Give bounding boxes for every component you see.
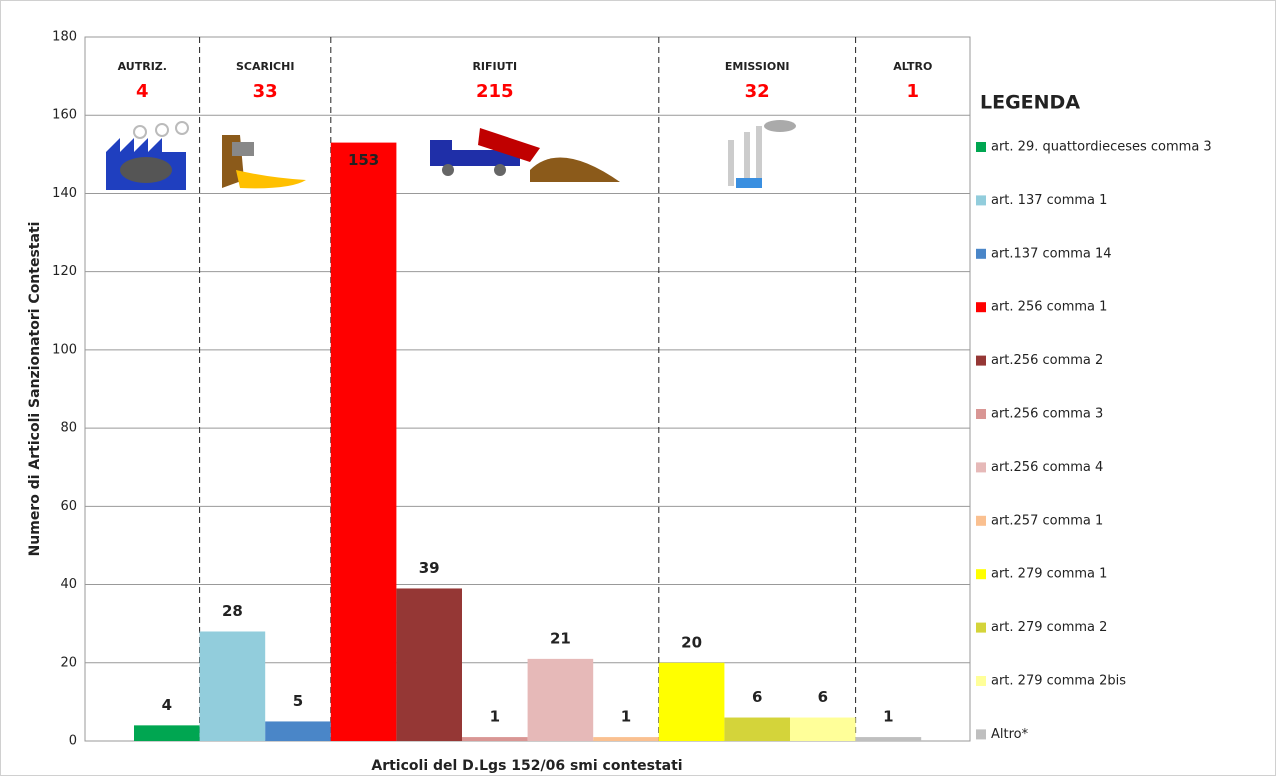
value-label: 153: [348, 151, 379, 169]
y-tick-label: 60: [60, 499, 77, 514]
legend-swatch: [976, 676, 986, 686]
bar: [593, 737, 659, 741]
bar: [199, 631, 266, 741]
group-total: 4: [136, 81, 149, 102]
value-label: 20: [681, 633, 702, 651]
legend-swatch: [976, 622, 986, 633]
group-total: 32: [745, 81, 770, 102]
group-label: EMISSIONI: [725, 60, 790, 73]
legend-label: art. 279 comma 1: [991, 567, 1107, 582]
value-label: 1: [883, 708, 893, 726]
bar: [330, 142, 397, 742]
y-tick-label: 100: [52, 342, 77, 357]
group-total: 33: [253, 81, 278, 102]
legend-swatch: [976, 355, 986, 366]
bar: [396, 588, 462, 741]
y-tick-label: 160: [52, 108, 77, 123]
bar: [527, 658, 594, 741]
y-tick-label: 180: [52, 30, 77, 45]
legend-label: art.256 comma 3: [991, 407, 1103, 422]
value-label: 6: [752, 688, 762, 706]
bar: [658, 662, 725, 741]
group-total: 215: [476, 81, 514, 102]
value-label: 5: [293, 692, 303, 710]
icon-chimney: [728, 120, 796, 188]
value-label: 6: [818, 688, 828, 706]
legend-label: Altro*: [991, 727, 1029, 742]
group-label: SCARICHI: [236, 60, 294, 73]
bar: [134, 725, 200, 741]
value-label: 1: [621, 708, 631, 726]
group-label: RIFIUTI: [472, 60, 517, 73]
legend-label: art. 279 comma 2: [991, 620, 1107, 635]
legend-label: art.256 comma 2: [991, 353, 1103, 368]
value-label: 21: [550, 629, 571, 647]
legend-label: art. 29. quattordieceses comma 3: [991, 140, 1212, 155]
y-tick-label: 40: [60, 577, 77, 592]
legend-swatch: [976, 569, 986, 580]
legend-swatch: [976, 195, 986, 206]
bar: [265, 721, 331, 741]
group-label: ALTRO: [893, 60, 932, 73]
legend-swatch: [976, 248, 986, 259]
legend-label: art.137 comma 14: [991, 246, 1112, 261]
legend-swatch: [976, 302, 986, 313]
group-label: AUTRIZ.: [118, 60, 167, 73]
icon-truck: [430, 128, 620, 182]
value-label: 28: [222, 602, 243, 620]
icon-discharge: [222, 135, 306, 189]
legend-title: LEGENDA: [980, 92, 1080, 114]
y-tick-label: 20: [60, 655, 77, 670]
y-tick-label: 0: [69, 734, 77, 749]
y-axis-title: Numero di Articoli Sanzionatori Contesta…: [27, 222, 43, 557]
bar: [790, 717, 856, 741]
legend-swatch: [976, 462, 986, 473]
legend-label: art. 279 comma 2bis: [991, 674, 1126, 689]
bar: [462, 737, 528, 741]
legend-swatch: [976, 409, 986, 419]
legend-swatch: [976, 142, 986, 152]
legend-label: art. 137 comma 1: [991, 193, 1107, 208]
group-total: 1: [907, 81, 920, 102]
y-tick-label: 120: [52, 264, 77, 279]
bar: [855, 737, 922, 741]
legend-label: art.257 comma 1: [991, 513, 1103, 528]
legend-swatch: [976, 515, 986, 526]
value-label: 4: [162, 696, 172, 714]
legend-swatch: [976, 729, 986, 740]
x-axis-title: Articoli del D.Lgs 152/06 smi contestati: [371, 758, 682, 774]
legend-label: art.256 comma 4: [991, 460, 1103, 475]
legend-label: art. 256 comma 1: [991, 300, 1107, 315]
bar: [724, 717, 790, 741]
icon-factory: [106, 121, 189, 190]
y-tick-label: 80: [60, 421, 77, 436]
value-label: 1: [490, 708, 500, 726]
value-label: 39: [419, 559, 440, 577]
y-tick-label: 140: [52, 186, 77, 201]
